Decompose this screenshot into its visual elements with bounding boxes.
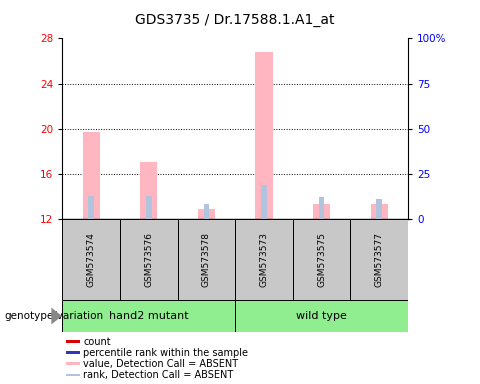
Bar <box>235 300 408 332</box>
Bar <box>66 351 80 354</box>
Bar <box>66 341 80 343</box>
Bar <box>198 209 215 219</box>
Text: count: count <box>84 336 111 346</box>
Bar <box>66 374 80 376</box>
Text: value, Detection Call = ABSENT: value, Detection Call = ABSENT <box>84 359 239 369</box>
Polygon shape <box>51 308 62 324</box>
Text: GSM573573: GSM573573 <box>260 232 268 287</box>
Text: wild type: wild type <box>296 311 347 321</box>
Text: percentile rank within the sample: percentile rank within the sample <box>84 348 248 358</box>
Bar <box>62 300 235 332</box>
Bar <box>88 196 94 219</box>
Bar <box>371 204 388 219</box>
Bar <box>146 196 152 219</box>
Bar <box>255 52 273 219</box>
Bar <box>319 197 324 219</box>
Text: GSM573578: GSM573578 <box>202 232 211 287</box>
Text: GSM573577: GSM573577 <box>375 232 384 287</box>
Bar <box>313 204 330 219</box>
Text: GSM573576: GSM573576 <box>144 232 153 287</box>
Text: GSM573574: GSM573574 <box>87 232 96 286</box>
Text: rank, Detection Call = ABSENT: rank, Detection Call = ABSENT <box>84 370 234 380</box>
Bar <box>140 162 157 219</box>
Text: genotype/variation: genotype/variation <box>5 311 104 321</box>
Text: GDS3735 / Dr.17588.1.A1_at: GDS3735 / Dr.17588.1.A1_at <box>135 13 335 27</box>
Bar <box>261 185 267 219</box>
Bar <box>293 219 350 300</box>
Bar <box>350 219 408 300</box>
Bar <box>62 219 120 300</box>
Text: hand2 mutant: hand2 mutant <box>109 311 189 321</box>
Bar <box>66 362 80 365</box>
Bar <box>376 199 382 219</box>
Bar <box>204 204 209 219</box>
Text: GSM573575: GSM573575 <box>317 232 326 287</box>
Bar <box>178 219 235 300</box>
Bar <box>235 219 293 300</box>
Bar <box>83 132 100 219</box>
Bar <box>120 219 178 300</box>
